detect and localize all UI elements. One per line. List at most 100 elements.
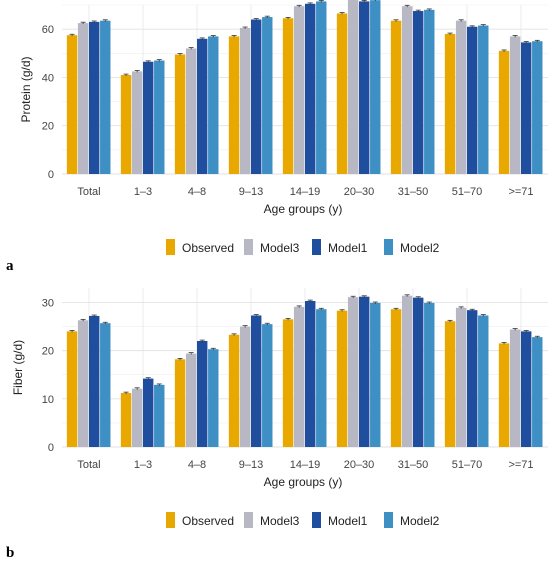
legend-swatch-model2[interactable] — [384, 239, 393, 255]
bar-model2-31-50[interactable] — [424, 9, 435, 175]
bar-model2-total[interactable] — [100, 20, 111, 175]
bar-model3-31-50[interactable] — [401, 295, 413, 447]
legend-label-model1: Model1 — [328, 514, 368, 528]
bar-model2-1-3[interactable] — [154, 384, 165, 447]
bar-observed-4-8[interactable] — [174, 359, 186, 447]
bar-model1-14-19[interactable] — [305, 3, 316, 174]
bar-model3-31-50[interactable] — [401, 6, 413, 175]
bar-model1-total[interactable] — [89, 315, 100, 447]
bar-observed-9-13[interactable] — [228, 36, 240, 175]
x-tick-label: Total — [77, 459, 100, 471]
bar-model2-71[interactable] — [532, 337, 543, 447]
y-axis-title: Fiber (g/d) — [11, 340, 25, 395]
bar-model1-9-13[interactable] — [251, 19, 262, 174]
legend-swatch-model1[interactable] — [312, 512, 321, 528]
bar-model1-31-50[interactable] — [413, 297, 424, 447]
y-tick-label: 20 — [42, 121, 54, 133]
bar-model1-51-70[interactable] — [467, 26, 478, 174]
x-tick-label: Total — [77, 186, 100, 198]
bar-model3-total[interactable] — [77, 320, 89, 447]
legend: Observed Model3 Model1 Model2 — [166, 512, 440, 528]
y-tick-label: 30 — [42, 297, 54, 309]
legend-swatch-observed[interactable] — [166, 239, 175, 255]
legend-label-observed: Observed — [182, 241, 234, 255]
bar-model1-20-30[interactable] — [359, 1, 370, 175]
bars — [66, 0, 543, 175]
panel-letter: b — [6, 545, 14, 561]
x-tick-label: >=71 — [508, 186, 533, 198]
bar-model1-51-70[interactable] — [467, 310, 478, 447]
bar-model3-14-19[interactable] — [293, 6, 305, 175]
bar-model2-9-13[interactable] — [262, 324, 273, 447]
bar-model2-31-50[interactable] — [424, 302, 435, 447]
bar-observed-31-50[interactable] — [390, 309, 402, 447]
bar-model1-14-19[interactable] — [305, 301, 316, 447]
bar-model3-1-3[interactable] — [131, 71, 143, 174]
bar-model2-20-30[interactable] — [370, 302, 381, 447]
bar-model3-51-70[interactable] — [455, 20, 467, 175]
bar-model3-1-3[interactable] — [131, 388, 143, 447]
x-tick-label: 9–13 — [239, 186, 263, 198]
bar-model2-14-19[interactable] — [316, 309, 327, 447]
bar-model3-71[interactable] — [509, 36, 521, 175]
bar-model3-4-8[interactable] — [185, 48, 197, 175]
bar-model2-14-19[interactable] — [316, 1, 327, 175]
x-tick-label: 1–3 — [134, 459, 152, 471]
y-tick-label: 0 — [48, 169, 54, 181]
bar-model1-1-3[interactable] — [143, 378, 154, 447]
bar-model1-total[interactable] — [89, 21, 100, 175]
bar-model3-20-30[interactable] — [347, 0, 359, 175]
legend-swatch-model3[interactable] — [244, 512, 253, 528]
bar-model2-51-70[interactable] — [478, 315, 489, 447]
x-tick-label: 1–3 — [134, 186, 152, 198]
bar-model1-9-13[interactable] — [251, 315, 262, 447]
bar-model3-20-30[interactable] — [347, 297, 359, 447]
legend: Observed Model3 Model1 Model2 — [166, 239, 440, 255]
bar-model1-71[interactable] — [521, 42, 532, 174]
bar-observed-total[interactable] — [66, 331, 78, 447]
bar-model2-9-13[interactable] — [262, 17, 273, 175]
bar-observed-1-3[interactable] — [120, 75, 132, 174]
bar-model2-20-30[interactable] — [370, 0, 381, 174]
bar-observed-total[interactable] — [66, 35, 78, 174]
legend-label-model1: Model1 — [328, 241, 368, 255]
bar-observed-71[interactable] — [498, 343, 510, 447]
bar-model3-14-19[interactable] — [293, 306, 305, 447]
bar-model3-9-13[interactable] — [239, 27, 251, 174]
bar-observed-4-8[interactable] — [174, 54, 186, 174]
bar-model2-1-3[interactable] — [154, 60, 165, 174]
bar-model2-4-8[interactable] — [208, 36, 219, 175]
bar-model1-4-8[interactable] — [197, 38, 208, 174]
bar-model1-20-30[interactable] — [359, 296, 370, 447]
legend-swatch-model2[interactable] — [384, 512, 393, 528]
bar-model1-1-3[interactable] — [143, 61, 154, 174]
bar-model3-4-8[interactable] — [185, 353, 197, 447]
legend-swatch-model1[interactable] — [312, 239, 321, 255]
bar-model3-9-13[interactable] — [239, 326, 251, 447]
bar-model1-31-50[interactable] — [413, 11, 424, 174]
bar-observed-51-70[interactable] — [444, 321, 456, 447]
bar-observed-1-3[interactable] — [120, 393, 132, 447]
bar-model1-71[interactable] — [521, 331, 532, 447]
bar-observed-20-30[interactable] — [336, 310, 348, 447]
bar-model1-4-8[interactable] — [197, 341, 208, 447]
bar-model3-51-70[interactable] — [455, 307, 467, 447]
bar-observed-14-19[interactable] — [282, 18, 294, 175]
bar-model2-51-70[interactable] — [478, 25, 489, 175]
bar-model2-4-8[interactable] — [208, 349, 219, 447]
legend-swatch-observed[interactable] — [166, 512, 175, 528]
legend-swatch-model3[interactable] — [244, 239, 253, 255]
x-axis-title: Age groups (y) — [264, 202, 343, 216]
bar-model3-71[interactable] — [509, 329, 521, 447]
bar-model2-71[interactable] — [532, 41, 543, 174]
bar-observed-9-13[interactable] — [228, 334, 240, 447]
legend-label-model3: Model3 — [260, 241, 300, 255]
bar-observed-51-70[interactable] — [444, 33, 456, 174]
x-tick-label: 4–8 — [188, 186, 206, 198]
bar-model3-total[interactable] — [77, 23, 89, 174]
bar-observed-14-19[interactable] — [282, 319, 294, 447]
bar-observed-20-30[interactable] — [336, 13, 348, 175]
bar-observed-31-50[interactable] — [390, 20, 402, 175]
bar-observed-71[interactable] — [498, 50, 510, 174]
bar-model2-total[interactable] — [100, 323, 111, 447]
